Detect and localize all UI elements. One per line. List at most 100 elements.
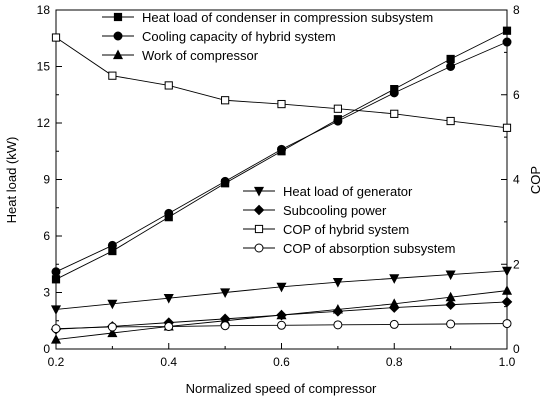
legend-label: Work of compressor <box>142 48 259 63</box>
y-left-tick-label: 6 <box>43 229 50 243</box>
data-point <box>446 62 456 71</box>
data-point <box>51 33 61 42</box>
data-point <box>389 88 399 98</box>
x-tick-label: 0.8 <box>386 355 403 369</box>
data-point <box>502 123 512 132</box>
data-point <box>221 96 230 105</box>
data-point <box>50 334 62 344</box>
x-tick-label: 0.4 <box>160 355 177 369</box>
y-left-axis-ticks: 0 3 6 9 12 15 18 <box>37 3 62 356</box>
data-point <box>333 104 342 113</box>
x-axis-ticks: 0.2 0.4 0.6 0.8 1.0 <box>48 343 516 369</box>
legend-marker <box>254 224 264 234</box>
series-line <box>55 41 508 273</box>
legend-label: Heat load of condenser in compression su… <box>142 10 433 25</box>
y-right-tick-label: 8 <box>513 3 520 17</box>
legend-label: COP of hybrid system <box>283 222 409 237</box>
y-left-axis-title: Heat load (kW) <box>4 137 19 224</box>
data-point <box>50 305 62 315</box>
data-point <box>51 275 61 284</box>
data-point <box>502 319 512 329</box>
data-point <box>51 267 61 277</box>
legend-entry: Subcooling power <box>243 203 387 218</box>
data-point <box>390 109 399 118</box>
x-tick-label: 1.0 <box>499 355 516 369</box>
data-point <box>446 319 456 329</box>
data-point <box>220 288 231 298</box>
data-point <box>164 322 174 332</box>
data-point <box>277 320 286 330</box>
data-point <box>276 282 287 293</box>
series-layer <box>50 26 513 344</box>
legend-entry: Heat load of generator <box>243 184 413 199</box>
data-point <box>389 274 400 284</box>
legend-marker <box>253 186 265 197</box>
data-point <box>220 321 230 331</box>
data-point <box>107 327 118 338</box>
y-right-axis-ticks: 0 2 4 6 8 <box>501 3 520 356</box>
y-left-tick-label: 3 <box>43 286 50 300</box>
legend-entry: Work of compressor <box>102 48 259 63</box>
y-right-tick-label: 4 <box>513 173 520 187</box>
data-point <box>277 99 286 109</box>
y-right-tick-label: 0 <box>513 342 520 356</box>
data-point <box>333 116 343 126</box>
data-point <box>276 309 287 321</box>
legend-entry: COP of absorption subsystem <box>243 241 455 256</box>
y-left-tick-label: 15 <box>37 60 51 74</box>
data-point <box>333 320 343 330</box>
y-right-tick-label: 6 <box>513 88 520 102</box>
series-7 <box>51 319 512 334</box>
data-point <box>163 294 174 304</box>
legend-label: Heat load of generator <box>283 184 413 199</box>
data-point <box>108 71 117 80</box>
data-point <box>277 144 286 154</box>
x-axis-title: Normalized speed of compressor <box>186 381 377 396</box>
legend-entry: Heat load of condenser in compression su… <box>102 10 433 25</box>
data-point <box>501 296 513 308</box>
legend-entry: Cooling capacity of hybrid system <box>102 29 336 44</box>
data-point <box>332 278 343 288</box>
legend-marker <box>113 31 123 41</box>
data-point <box>502 37 512 47</box>
data-point <box>389 319 399 329</box>
y-right-tick-label: 2 <box>513 257 520 271</box>
data-point <box>501 285 513 295</box>
legend-label: Cooling capacity of hybrid system <box>142 29 336 44</box>
legend-label: Subcooling power <box>283 203 387 218</box>
series-2 <box>51 37 512 277</box>
data-point <box>164 81 173 90</box>
legend-entry: COP of hybrid system <box>243 222 409 237</box>
legend-label: COP of absorption subsystem <box>283 241 455 256</box>
data-point <box>445 270 456 281</box>
y-left-tick-label: 0 <box>43 342 50 356</box>
legend-marker <box>254 243 264 253</box>
data-point <box>446 54 455 64</box>
data-point <box>107 240 117 250</box>
legend-bottom: Heat load of generator Subcooling power CO… <box>243 184 455 256</box>
y-left-tick-label: 12 <box>37 116 51 130</box>
x-tick-label: 0.2 <box>48 355 65 369</box>
y-left-tick-label: 9 <box>43 173 50 187</box>
x-tick-label: 0.6 <box>273 355 290 369</box>
series-6 <box>51 33 512 132</box>
data-point <box>220 176 230 186</box>
legend-marker <box>113 12 123 22</box>
data-point <box>446 116 455 126</box>
y-right-axis-title: COP <box>528 166 543 194</box>
data-point <box>107 299 118 310</box>
data-point <box>502 26 512 35</box>
data-point <box>51 324 61 334</box>
data-point <box>388 302 400 313</box>
y-left-tick-label: 18 <box>37 3 51 17</box>
data-point <box>107 322 117 332</box>
data-point <box>332 306 344 317</box>
data-point <box>501 266 513 277</box>
legend-top: Heat load of condenser in compression su… <box>102 10 433 63</box>
legend-marker <box>253 204 265 216</box>
data-point <box>445 299 456 311</box>
series-5 <box>50 296 513 335</box>
legend-marker <box>112 49 124 60</box>
series-line <box>55 37 508 129</box>
